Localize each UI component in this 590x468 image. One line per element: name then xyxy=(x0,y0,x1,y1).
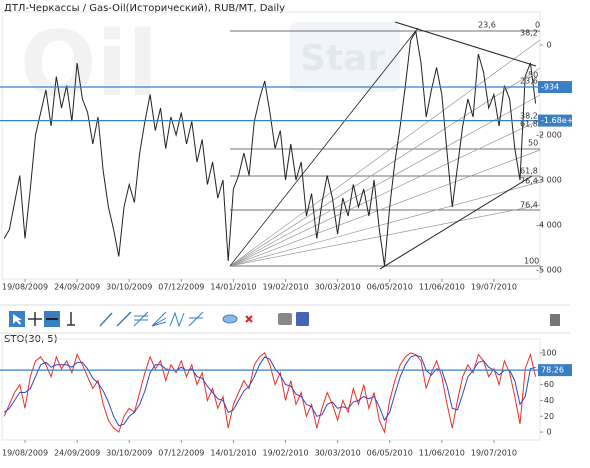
fib-label: 23,6 xyxy=(478,21,496,30)
fib-label: 23,6 xyxy=(520,77,538,86)
x-tick-label: 30/10/2009 xyxy=(106,449,152,458)
x-tick-label: 19/02/2010 xyxy=(262,283,308,292)
fib-label: 0 xyxy=(535,21,540,30)
x-tick-label: 06/05/2010 xyxy=(367,449,413,458)
x-tick-label: 11/06/2010 xyxy=(419,283,465,292)
trend-line xyxy=(379,175,533,270)
x-tick-label: 30/10/2009 xyxy=(106,283,152,292)
x-tick-label: 24/09/2009 xyxy=(54,283,100,292)
series-line xyxy=(3,352,537,434)
channel-tool[interactable] xyxy=(188,311,204,327)
fib-label: 38,2 xyxy=(520,112,538,121)
fan-line xyxy=(229,149,541,267)
plot-frame xyxy=(1,338,541,441)
print-tool[interactable] xyxy=(278,313,292,325)
x-tick-label: 30/03/2010 xyxy=(315,283,361,292)
series-line xyxy=(3,30,537,266)
watermark-box xyxy=(290,22,400,92)
x-tick-label: 24/09/2009 xyxy=(54,449,100,458)
plot-frame xyxy=(1,11,541,280)
x-tick-label: 07/12/2009 xyxy=(158,449,204,458)
delete-tool[interactable] xyxy=(245,315,253,323)
y-tick-label: 20 xyxy=(544,412,554,421)
x-tick-label: 06/05/2010 xyxy=(367,283,413,292)
x-tick-label: 07/12/2009 xyxy=(158,283,204,292)
y-tick-label: -4 000 xyxy=(536,221,562,230)
y-tick-label: -3 000 xyxy=(536,176,562,185)
fan-line xyxy=(229,39,541,267)
fan-line xyxy=(229,204,541,267)
fan-line xyxy=(229,119,541,267)
toolbar xyxy=(0,304,570,334)
level-tag xyxy=(538,81,572,94)
x-tick-label: 19/02/2010 xyxy=(262,449,308,458)
fan-tool[interactable] xyxy=(151,311,167,327)
crosshair-tool[interactable] xyxy=(28,312,42,326)
level-tag xyxy=(538,364,572,377)
wave-tool[interactable] xyxy=(169,311,185,328)
fan-line xyxy=(229,67,541,267)
x-tick-label: 11/06/2010 xyxy=(419,449,465,458)
fib-tool[interactable] xyxy=(133,311,149,327)
y-tick-label: -2 000 xyxy=(536,131,562,140)
fib-label: 50 xyxy=(528,139,538,148)
x-tick-label: 19/08/2009 xyxy=(2,449,48,458)
fib-label: 100 xyxy=(524,257,539,266)
fib-label: 76,4 xyxy=(520,177,538,186)
x-tick-label: 19/08/2009 xyxy=(2,283,48,292)
fib-label: 61,8 xyxy=(520,167,538,176)
save-tool[interactable] xyxy=(296,312,309,326)
level-tag xyxy=(538,114,572,127)
fan-line xyxy=(229,94,541,267)
trend-line xyxy=(229,27,419,267)
watermark: Oil Star xyxy=(20,12,400,117)
ray-tool[interactable] xyxy=(116,311,132,327)
fan-line xyxy=(229,181,541,267)
ellipse-tool[interactable] xyxy=(222,314,238,324)
x-tick-label: 19/07/2010 xyxy=(471,283,517,292)
y-tick-label: 60 xyxy=(544,380,554,389)
x-tick-label: 14/01/2010 xyxy=(210,449,256,458)
trash-tool[interactable] xyxy=(550,314,560,326)
cursor-icon xyxy=(13,314,22,325)
fib-label: 76,4 xyxy=(520,201,538,210)
level-label: 78.26 xyxy=(541,366,564,375)
fib-label: 38,2 xyxy=(520,29,538,38)
vline-tool[interactable] xyxy=(67,312,75,326)
y-tick-label: -5 000 xyxy=(536,266,562,275)
x-tick-label: 14/01/2010 xyxy=(210,283,256,292)
x-tick-label: 19/07/2010 xyxy=(471,449,517,458)
series-line xyxy=(3,354,536,427)
fib-label: 61,8 xyxy=(520,120,538,129)
y-tick-label: 0 xyxy=(546,41,551,50)
trendline-tool[interactable] xyxy=(99,312,113,327)
fib-label: 50 xyxy=(528,71,538,80)
watermark-text: Oil xyxy=(20,12,158,117)
y-tick-label: 100 xyxy=(541,348,556,357)
x-tick-label: 30/03/2010 xyxy=(315,449,361,458)
watermark-text: Star xyxy=(300,38,385,79)
y-tick-label: 0 xyxy=(546,428,551,437)
level-label: -1.68e+3 xyxy=(541,116,578,125)
y-tick-label: 40 xyxy=(544,396,554,405)
level-label: -934 xyxy=(541,83,559,92)
trend-line xyxy=(394,21,537,67)
chart-title: ДТЛ-Черкассы / Gas-Oil(Исторический), RU… xyxy=(4,3,285,14)
